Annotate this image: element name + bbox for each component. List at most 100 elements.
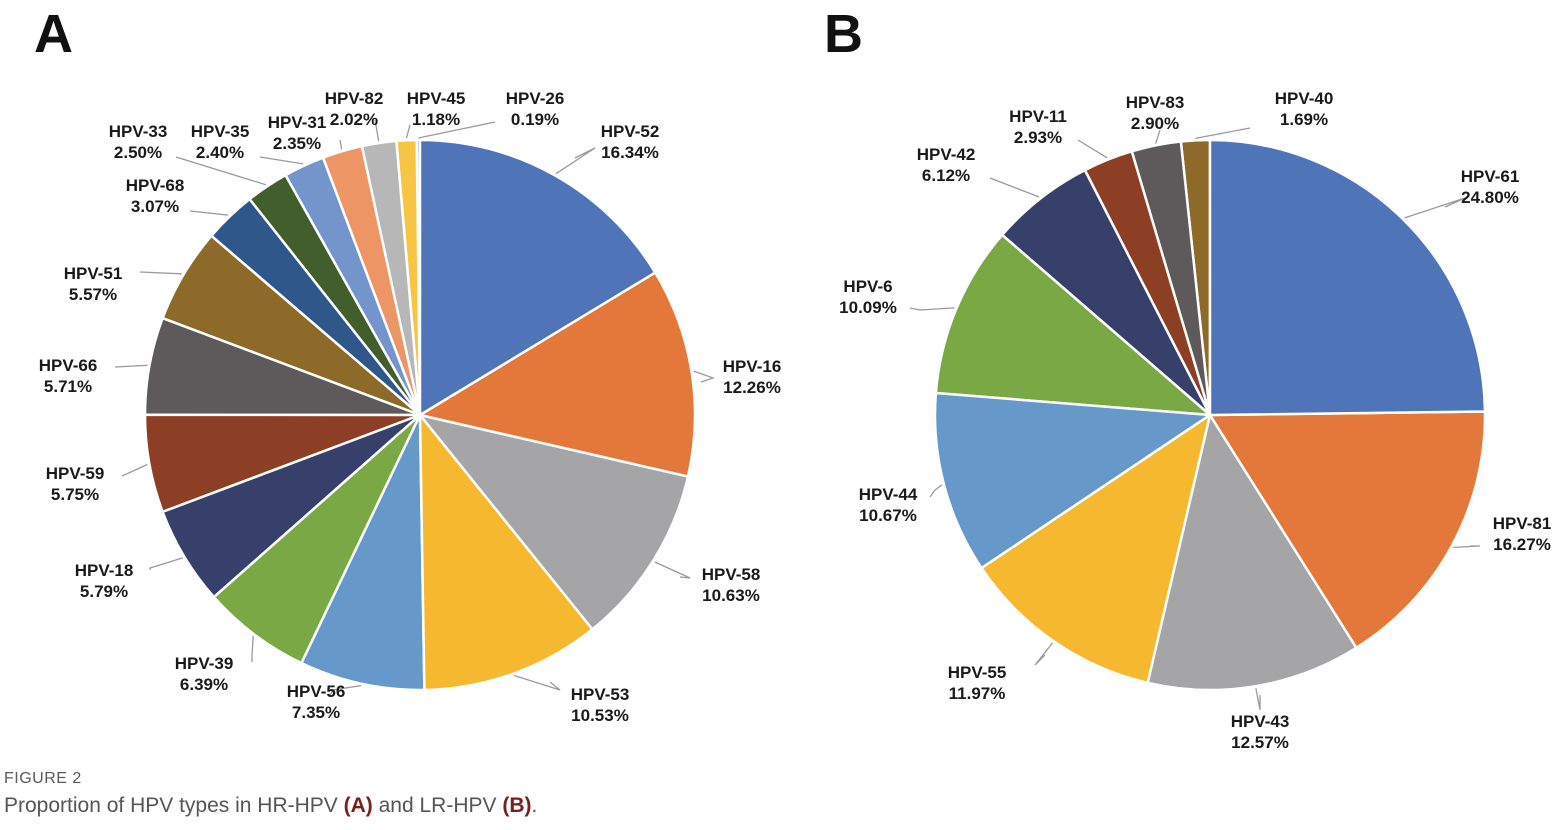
leader-line-hpv-82	[374, 119, 380, 142]
slice-label-hpv-16: HPV-16 12.26%	[723, 357, 782, 397]
slice-percent-hpv-61: 24.80%	[1461, 188, 1519, 207]
pie-slice-hpv-61	[1208, 138, 1487, 417]
slice-label-hpv-39: HPV-39 6.39%	[175, 654, 234, 694]
leader-line-hpv-31	[339, 139, 343, 150]
slice-percent-hpv-55: 11.97%	[949, 684, 1006, 703]
caption-text: Proportion of HPV types in HR-HPV (A) an…	[4, 794, 537, 817]
leader-line-hpv-44	[929, 484, 943, 498]
slice-name-hpv-16: HPV-16	[723, 357, 782, 376]
slice-name-hpv-6: HPV-6	[843, 277, 892, 296]
slice-percent-hpv-39: 6.39%	[180, 675, 228, 694]
leader-line-hpv-26	[418, 121, 496, 139]
leader-line-hpv-66	[114, 364, 148, 368]
slice-percent-hpv-40: 1.69%	[1280, 110, 1328, 129]
leader-line-hpv-33	[175, 156, 267, 186]
pie-slice-hpv-56	[300, 413, 426, 692]
leader-line-hpv-39	[251, 636, 254, 662]
leader-line-hpv-45	[405, 124, 411, 139]
slice-name-hpv-44: HPV-44	[859, 485, 918, 504]
slice-percent-hpv-31: 2.35%	[273, 134, 321, 153]
slice-name-hpv-56: HPV-56	[287, 682, 346, 701]
slice-percent-hpv-42: 6.12%	[922, 166, 970, 185]
pie-chart-b: B HPV-61 24.80%HPV-81 16.27%HPV-43 12.57%HP…	[824, 4, 1551, 752]
slice-name-hpv-59: HPV-59	[46, 464, 105, 483]
panel-letter-b: B	[824, 4, 863, 64]
slice-label-hpv-44: HPV-44 10.67%	[859, 485, 918, 525]
leader-line-hpv-53	[513, 674, 561, 691]
figure-label: FIGURE 2	[4, 770, 82, 787]
figure-caption: FIGURE 2 Proportion of HPV types in HR-H…	[4, 770, 537, 818]
slice-name-hpv-51: HPV-51	[64, 264, 123, 283]
pie-slice-hpv-44	[933, 391, 1212, 570]
slice-label-hpv-56: HPV-56 7.35%	[287, 682, 346, 722]
pie-slice-hpv-55	[980, 413, 1212, 685]
pie-slice-hpv-16	[418, 271, 697, 478]
slice-percent-hpv-83: 2.90%	[1131, 114, 1179, 133]
slice-name-hpv-81: HPV-81	[1493, 514, 1552, 533]
slice-name-hpv-58: HPV-58	[702, 565, 761, 584]
slice-name-hpv-53: HPV-53	[571, 685, 630, 704]
slice-label-hpv-61: HPV-61 24.80%	[1461, 167, 1520, 207]
leader-line-hpv-61	[1404, 197, 1466, 219]
slice-label-hpv-53: HPV-53 10.53%	[571, 685, 630, 725]
slice-percent-hpv-52: 16.34%	[601, 143, 659, 162]
slice-percent-hpv-51: 5.57%	[69, 285, 117, 304]
slice-percent-hpv-26: 0.19%	[511, 110, 559, 129]
pie-slice-hpv-81	[1208, 410, 1487, 650]
caption-text-part-1: Proportion of HPV types in HR-HPV	[4, 794, 344, 817]
slice-name-hpv-11: HPV-11	[1009, 107, 1067, 126]
leader-line-hpv-35	[259, 156, 304, 165]
leader-line-hpv-6	[909, 307, 955, 311]
slice-label-hpv-45: HPV-45 1.18%	[407, 89, 466, 129]
slice-percent-hpv-82: 2.02%	[330, 110, 378, 129]
slice-name-hpv-26: HPV-26	[506, 89, 565, 108]
pie-slice-hpv-43	[1146, 413, 1358, 692]
slice-label-hpv-82: HPV-82 2.02%	[325, 89, 384, 129]
slice-label-hpv-66: HPV-66 5.71%	[39, 356, 98, 396]
leader-line-hpv-52	[555, 147, 596, 175]
slice-percent-hpv-6: 10.09%	[839, 298, 897, 317]
slice-percent-hpv-58: 10.63%	[702, 586, 760, 605]
slice-name-hpv-33: HPV-33	[109, 122, 168, 141]
slice-percent-hpv-45: 1.18%	[412, 110, 460, 129]
slice-percent-hpv-35: 2.40%	[196, 143, 244, 162]
leader-line-hpv-16	[693, 370, 715, 383]
slice-percent-hpv-16: 12.26%	[723, 378, 781, 397]
caption-text-part-3: .	[531, 794, 538, 817]
slice-percent-hpv-44: 10.67%	[859, 506, 917, 525]
slice-label-hpv-6: HPV-6 10.09%	[839, 277, 897, 317]
slice-percent-hpv-68: 3.07%	[131, 197, 179, 216]
slice-percent-hpv-53: 10.53%	[571, 706, 629, 725]
slice-name-hpv-45: HPV-45	[407, 89, 466, 108]
slice-name-hpv-83: HPV-83	[1126, 93, 1185, 112]
slice-percent-hpv-66: 5.71%	[44, 377, 92, 396]
slice-label-hpv-18: HPV-18 5.79%	[75, 561, 134, 601]
pie-slice-hpv-58	[418, 413, 690, 631]
caption-text-part-2: and LR-HPV	[372, 794, 503, 817]
slice-percent-hpv-33: 2.50%	[114, 143, 162, 162]
slice-label-hpv-35: HPV-35 2.40%	[191, 122, 250, 162]
slice-name-hpv-39: HPV-39	[175, 654, 234, 673]
leader-line-hpv-42	[989, 177, 1040, 198]
slice-name-hpv-82: HPV-82	[325, 89, 384, 108]
slice-percent-hpv-56: 7.35%	[292, 703, 340, 722]
leader-line-hpv-18	[149, 557, 183, 570]
slice-percent-hpv-18: 5.79%	[80, 582, 128, 601]
leader-line-hpv-83	[1155, 129, 1161, 144]
slice-label-hpv-83: HPV-83 2.90%	[1126, 93, 1185, 133]
slice-name-hpv-18: HPV-18	[75, 561, 134, 580]
leader-line-hpv-56	[329, 684, 362, 696]
slice-label-hpv-59: HPV-59 5.75%	[46, 464, 105, 504]
slice-label-hpv-31: HPV-31 2.35%	[268, 113, 327, 153]
slice-name-hpv-35: HPV-35	[191, 122, 250, 141]
leader-line-hpv-55	[1034, 642, 1054, 666]
slice-percent-hpv-43: 12.57%	[1231, 733, 1289, 752]
leader-line-hpv-81	[1453, 545, 1481, 549]
slice-name-hpv-52: HPV-52	[601, 122, 660, 141]
slice-name-hpv-61: HPV-61	[1461, 167, 1520, 186]
slice-label-hpv-68: HPV-68 3.07%	[126, 176, 185, 216]
slice-label-hpv-11: HPV-11 2.93%	[1009, 107, 1067, 147]
slice-label-hpv-52: HPV-52 16.34%	[601, 122, 660, 162]
caption-ref-a: (A)	[343, 794, 373, 817]
figure-charts: A HPV-52 16.34%HPV-16 12.26%HPV-58 10.63%HP…	[34, 4, 1551, 752]
